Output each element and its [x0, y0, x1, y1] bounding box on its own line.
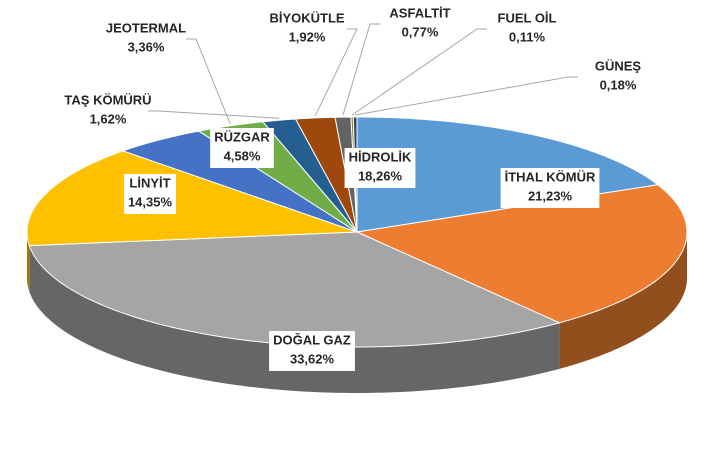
slice [26, 150, 358, 247]
label-box [123, 174, 177, 214]
slice [121, 130, 358, 233]
value-label: 1,92% [289, 29, 326, 44]
slice-label: LİNYİT 14,35% [123, 174, 177, 214]
category-label: İTHAL KÖMÜR [505, 169, 596, 184]
leader-line [148, 110, 280, 119]
slice-label: DOĞAL GAZ 33,62% [269, 331, 355, 371]
slice [261, 118, 358, 233]
slice [355, 184, 688, 324]
slice-label: FUEL OİL 0,11% [351, 10, 557, 116]
label-box [500, 168, 600, 208]
value-label: 14,35% [128, 194, 173, 209]
slice [294, 116, 358, 233]
slice-label: GÜNEŞ 0,18% [355, 58, 642, 116]
leader-line [314, 28, 358, 117]
value-label: 21,23% [528, 188, 573, 203]
leader-line [186, 38, 231, 125]
value-label: 0,18% [600, 77, 637, 92]
value-label: 0,77% [402, 24, 439, 39]
slice [28, 231, 561, 348]
slice-label: HİDROLİK 18,26% [344, 148, 416, 188]
value-label: 4,58% [224, 148, 261, 163]
category-label: LİNYİT [129, 175, 170, 190]
category-label: FUEL OİL [498, 10, 557, 25]
label-box [269, 331, 355, 371]
category-label: JEOTERMAL [106, 20, 186, 35]
leader-line [355, 76, 578, 116]
value-label: 3,36% [128, 39, 165, 54]
slice-label: ASFALTİT 0,77% [342, 5, 451, 116]
category-label: RÜZGAR [214, 129, 270, 144]
category-label: BİYOKÜTLE [269, 10, 344, 25]
category-label: ASFALTİT [389, 5, 450, 20]
value-label: 33,62% [290, 351, 335, 366]
slice-label: TAŞ KÖMÜRÜ 1,62% [64, 92, 280, 126]
label-box [344, 148, 416, 188]
slice-label: RÜZGAR 4,58% [210, 128, 274, 168]
value-label: 1,62% [90, 111, 127, 126]
value-label: 18,26% [358, 168, 403, 183]
label-box [210, 128, 274, 168]
category-label: GÜNEŞ [595, 58, 642, 73]
category-label: HİDROLİK [349, 149, 412, 164]
slice-label: JEOTERMAL 3,36% [106, 20, 231, 125]
leader-line [351, 28, 487, 116]
value-label: 0,11% [509, 29, 546, 44]
leader-line [342, 23, 380, 116]
slice-label: İTHAL KÖMÜR 21,23% [500, 168, 600, 208]
slice-side [27, 232, 30, 292]
slice-label: BİYOKÜTLE 1,92% [269, 10, 358, 117]
category-label: TAŞ KÖMÜRÜ [64, 92, 151, 107]
slice-side [29, 245, 560, 393]
category-label: DOĞAL GAZ [273, 332, 351, 347]
